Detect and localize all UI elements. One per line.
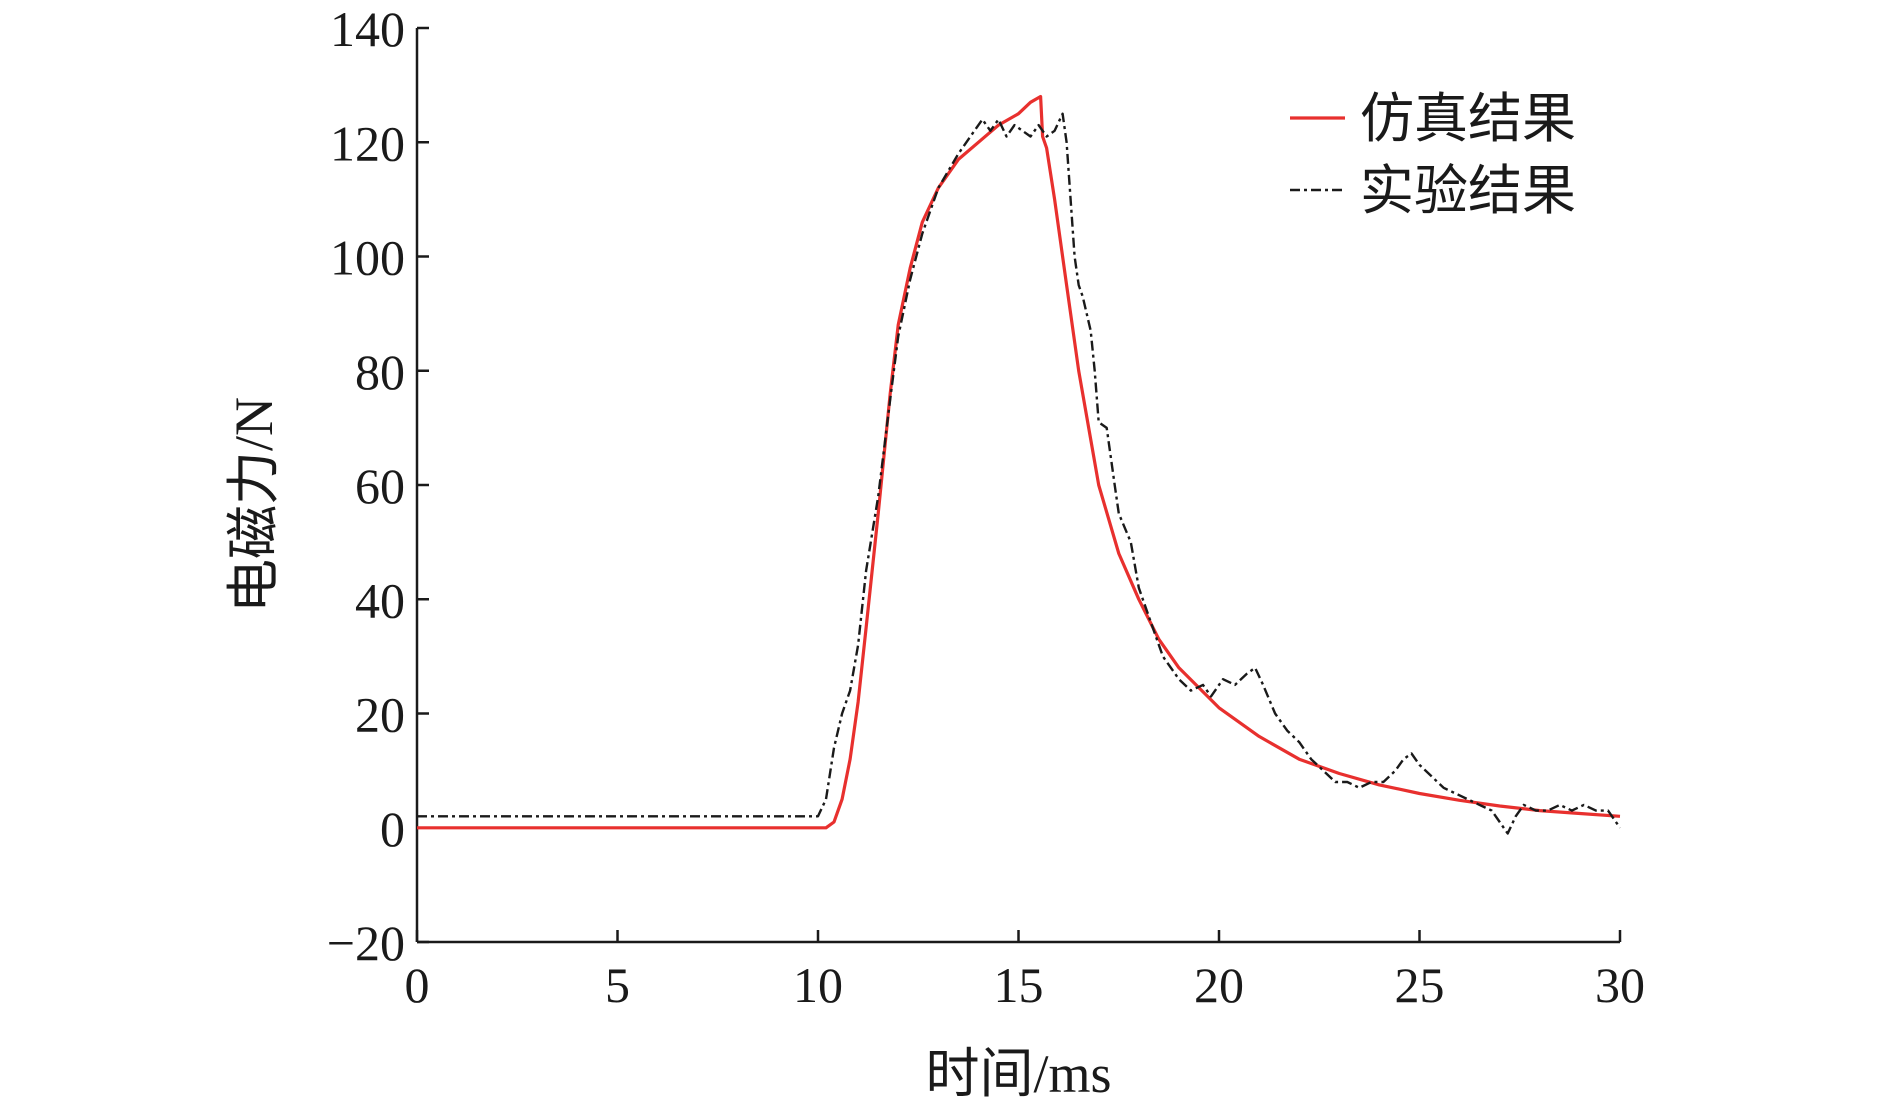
series-lines <box>417 94 1621 835</box>
x-tick-label: 20 <box>1194 957 1244 1013</box>
y-tick-label: 100 <box>330 230 405 286</box>
y-tick-label: 20 <box>355 687 405 743</box>
y-tick-label: 60 <box>355 458 405 514</box>
y-tick-label: 0 <box>380 801 405 857</box>
y-tick-label: −20 <box>327 915 405 971</box>
y-tick-label: 40 <box>355 572 405 628</box>
x-tick-label: 5 <box>605 957 630 1013</box>
series-line-experiment <box>417 112 1621 835</box>
x-tick-label: 10 <box>793 957 843 1013</box>
x-axis-label: 时间/ms <box>925 1044 1111 1104</box>
x-tick-label: 15 <box>994 957 1044 1013</box>
y-tick-label: 120 <box>330 115 405 171</box>
series-line-simulation <box>417 94 1621 830</box>
x-tick-label: 25 <box>1395 957 1445 1013</box>
y-tick-label: 80 <box>355 344 405 400</box>
legend-label-simulation: 仿真结果 <box>1360 89 1576 149</box>
legend-label-experiment: 实验结果 <box>1360 161 1576 221</box>
x-tick-label: 0 <box>405 957 430 1013</box>
x-tick-label: 30 <box>1595 957 1645 1013</box>
y-tick-label: 140 <box>330 1 405 57</box>
y-axis-label: 电磁力/N <box>224 397 284 613</box>
